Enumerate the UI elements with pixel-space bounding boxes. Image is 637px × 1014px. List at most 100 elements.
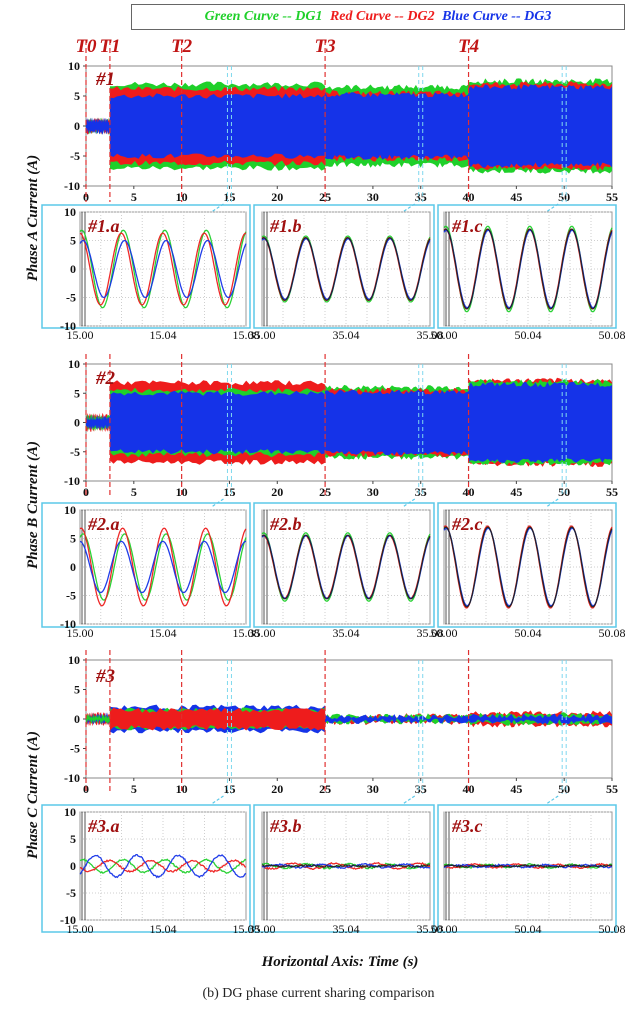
legend: Green Curve -- DG1 Red Curve -- DG2 Blue… bbox=[131, 4, 625, 30]
zoom-frame bbox=[437, 804, 617, 933]
zoom-x-tick-label: 35.08 bbox=[417, 626, 444, 640]
panel-tag: #1 bbox=[95, 69, 115, 90]
zoom-x-tick-label: 35.08 bbox=[417, 328, 444, 342]
zoom-y-tick-label: -5 bbox=[66, 589, 76, 603]
zoom-series-black bbox=[443, 228, 613, 310]
zoom-frame bbox=[41, 502, 251, 628]
x-tick-label: 20 bbox=[271, 485, 283, 499]
zoom-x-tick-label: 50.00 bbox=[431, 922, 458, 936]
zoom-series-black bbox=[261, 863, 430, 868]
zoom-x-tick-label: 35.08 bbox=[417, 922, 444, 936]
zoom-arrow bbox=[211, 795, 224, 805]
zoom-y-tick-label: 10 bbox=[64, 503, 76, 517]
zoom-y-tick-label: -5 bbox=[66, 886, 76, 900]
legend-blue: Blue Curve -- DG3 bbox=[442, 9, 552, 24]
zoom-x-tick-label: 15.08 bbox=[233, 922, 260, 936]
x-tick-label: 50 bbox=[558, 782, 570, 796]
y-tick-label: -5 bbox=[70, 149, 80, 163]
figure-caption: (b) DG phase current sharing comparison bbox=[202, 986, 435, 1001]
zoom-panel-tag: #2.c bbox=[451, 514, 483, 534]
legend-red: Red Curve -- DG2 bbox=[329, 9, 435, 24]
zoom-panel-tag: #2.a bbox=[87, 514, 120, 534]
y-tick-label: 10 bbox=[68, 357, 80, 371]
zoom-frame bbox=[253, 204, 435, 329]
zoom-x-tick-label: 35.04 bbox=[333, 626, 360, 640]
zoom-y-tick-label: -10 bbox=[60, 617, 76, 631]
zoom-x-tick-label: 15.00 bbox=[67, 626, 94, 640]
zoom-y-tick-label: 0 bbox=[70, 560, 76, 574]
envelope-blue-segment-4 bbox=[468, 84, 612, 168]
zoom-x-tick-label: 15.04 bbox=[150, 328, 177, 342]
zoom-x-tick-label: 50.00 bbox=[431, 328, 458, 342]
envelope-green-segment-1 bbox=[86, 713, 110, 725]
y-axis-label: Phase A Current (A) bbox=[25, 155, 41, 282]
x-tick-label: 5 bbox=[131, 782, 137, 796]
envelope-blue-segment-1 bbox=[86, 117, 110, 135]
zoom-panel-tag: #3.b bbox=[269, 816, 302, 836]
zoom-arrow bbox=[402, 795, 416, 805]
zoom-frame bbox=[253, 804, 435, 933]
zoom-x-tick-label: 50.04 bbox=[515, 328, 542, 342]
zoom-series-red bbox=[79, 859, 247, 874]
zoom-x-tick-label: 35.00 bbox=[249, 328, 276, 342]
y-tick-label: 10 bbox=[68, 59, 80, 73]
zoom-y-tick-label: 10 bbox=[64, 805, 76, 819]
zoom-frame bbox=[253, 502, 435, 628]
x-tick-label: 35 bbox=[415, 190, 427, 204]
zoom-series-black bbox=[443, 526, 613, 608]
zoom-series-blue bbox=[79, 853, 247, 879]
x-tick-label: 45 bbox=[510, 485, 522, 499]
x-tick-label: 15 bbox=[223, 190, 235, 204]
x-tick-label: 30 bbox=[367, 782, 379, 796]
y-tick-label: -5 bbox=[70, 742, 80, 756]
zoom-series-blue bbox=[79, 239, 247, 299]
zoom-series-black bbox=[261, 534, 431, 600]
envelope-red-segment-2 bbox=[109, 707, 326, 731]
zoom-frame bbox=[41, 804, 251, 933]
zoom-x-tick-label: 15.04 bbox=[150, 922, 177, 936]
event-label-T1: T1 bbox=[99, 36, 120, 57]
zoom-x-tick-label: 15.08 bbox=[233, 626, 260, 640]
x-axis-label: Horizontal Axis: Time (s) bbox=[261, 954, 419, 970]
envelope-blue-segment-3 bbox=[325, 714, 469, 724]
x-tick-label: 35 bbox=[415, 485, 427, 499]
zoom-x-tick-label: 50.00 bbox=[431, 626, 458, 640]
event-label-T0: T0 bbox=[75, 36, 97, 57]
zoom-arrow bbox=[545, 795, 559, 805]
x-tick-label: 30 bbox=[367, 190, 379, 204]
x-tick-label: 15 bbox=[223, 782, 235, 796]
zoom-x-tick-label: 50.08 bbox=[599, 328, 626, 342]
zoom-y-tick-label: 0 bbox=[70, 262, 76, 276]
envelope-blue-segment-3 bbox=[325, 389, 469, 456]
x-tick-label: 5 bbox=[131, 485, 137, 499]
zoom-y-tick-label: 5 bbox=[70, 234, 76, 248]
zoom-x-tick-label: 35.00 bbox=[249, 922, 276, 936]
y-tick-label: 0 bbox=[74, 119, 80, 133]
zoom-series-green bbox=[79, 229, 247, 309]
zoom-frame bbox=[437, 502, 617, 628]
x-tick-label: 45 bbox=[510, 782, 522, 796]
event-label-T3: T3 bbox=[315, 36, 336, 57]
y-axis-label: Phase C Current (A) bbox=[25, 731, 41, 859]
zoom-x-tick-label: 50.08 bbox=[599, 922, 626, 936]
zoom-x-tick-label: 50.04 bbox=[515, 626, 542, 640]
x-tick-label: 5 bbox=[131, 190, 137, 204]
zoom-y-tick-label: 10 bbox=[64, 205, 76, 219]
x-tick-label: 35 bbox=[415, 782, 427, 796]
zoom-frame bbox=[437, 204, 617, 329]
zoom-y-tick-label: 5 bbox=[70, 832, 76, 846]
y-tick-label: 0 bbox=[74, 712, 80, 726]
x-tick-label: 20 bbox=[271, 782, 283, 796]
zoom-panel-tag: #1.a bbox=[87, 216, 120, 236]
zoom-series-black bbox=[261, 237, 431, 301]
zoom-x-tick-label: 50.04 bbox=[515, 922, 542, 936]
y-tick-label: -10 bbox=[64, 474, 80, 488]
y-tick-label: 5 bbox=[74, 89, 80, 103]
envelope-blue-segment-2 bbox=[109, 93, 326, 159]
event-label-T2: T2 bbox=[171, 36, 193, 57]
y-tick-label: 5 bbox=[74, 386, 80, 400]
zoom-series-blue bbox=[79, 540, 247, 594]
zoom-panel-tag: #3.a bbox=[87, 816, 120, 836]
x-tick-label: 30 bbox=[367, 485, 379, 499]
zoom-panel-tag: #3.c bbox=[451, 816, 483, 836]
